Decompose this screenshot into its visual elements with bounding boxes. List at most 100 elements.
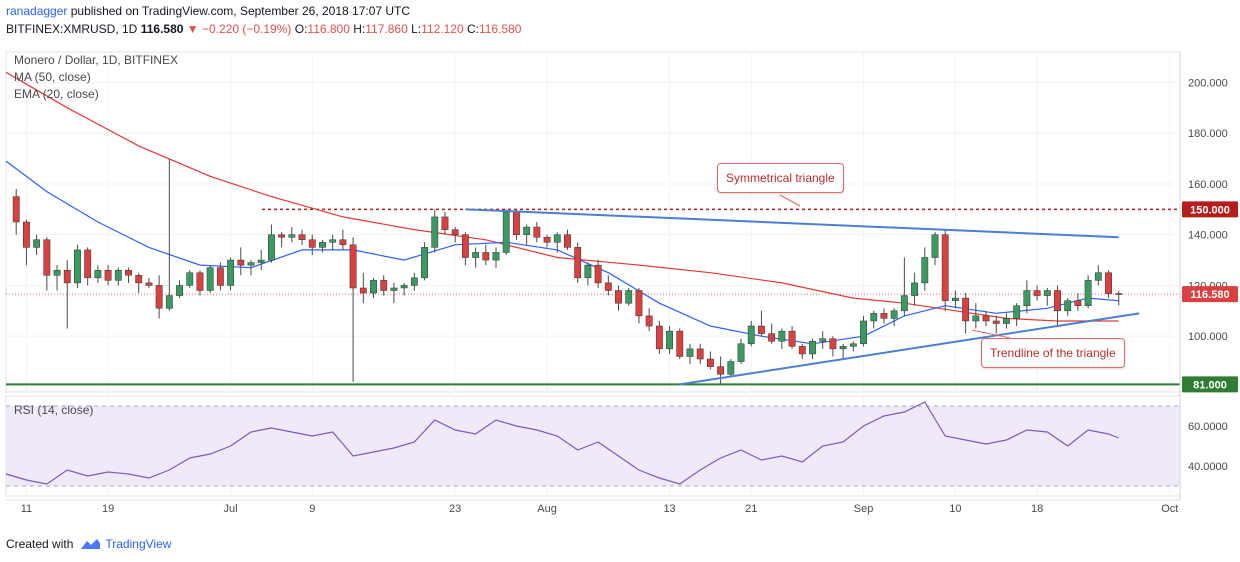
- lower-trendline: [679, 312, 1140, 386]
- high-label: H:: [353, 22, 366, 36]
- candle-body: [125, 269, 132, 276]
- candle-body: [584, 264, 592, 279]
- candle-body: [645, 315, 653, 327]
- candle-body: [410, 277, 418, 286]
- candle-body: [359, 287, 367, 294]
- rsi-legend[interactable]: RSI (14, close): [14, 403, 94, 417]
- candle-body: [523, 226, 531, 235]
- candle-body: [921, 257, 929, 284]
- candle-body: [737, 343, 745, 362]
- current-price-label: 116.580: [1190, 289, 1229, 301]
- candle-body: [216, 267, 224, 286]
- price-change: −0.220 (−0.19%): [202, 22, 292, 36]
- candle-body: [931, 234, 939, 258]
- candle-body: [308, 239, 316, 248]
- candle-body: [1033, 290, 1041, 296]
- triangle-callout-pointer: [779, 194, 801, 207]
- candle-body: [880, 313, 888, 319]
- rsi-band: [6, 406, 1180, 486]
- candle-body: [329, 239, 337, 243]
- x-tick-label: 19: [102, 503, 114, 515]
- candle-body: [247, 262, 255, 266]
- candle-body: [298, 234, 306, 241]
- tradingview-link[interactable]: TradingView: [79, 537, 171, 551]
- candle-body: [696, 348, 704, 360]
- ma-legend[interactable]: MA (50, close): [14, 70, 91, 84]
- candle-body: [155, 285, 163, 309]
- candle-body: [268, 234, 275, 261]
- candle-body: [349, 244, 357, 289]
- candle-body: [941, 234, 949, 301]
- candle-body: [53, 269, 61, 276]
- resistance-price-label: 150.000: [1190, 204, 1230, 216]
- low-value: 112.120: [421, 22, 464, 36]
- candle-body: [94, 269, 102, 279]
- x-tick-label: 18: [1031, 503, 1043, 515]
- candle-body: [900, 295, 908, 312]
- y-tick-label: 140.000: [1188, 230, 1228, 242]
- candle-body: [513, 211, 520, 235]
- candle-body: [12, 196, 20, 223]
- resistance-price-badge: [1182, 201, 1238, 218]
- rsi-tick-label: 40.0000: [1188, 461, 1228, 473]
- price-chart[interactable]: 1119Jul923Aug1321Sep1018Oct100.000120.00…: [0, 40, 1240, 535]
- candle-body: [482, 252, 490, 261]
- candle-body: [849, 343, 857, 347]
- author-link[interactable]: ranadagger: [6, 4, 68, 18]
- candle-body: [778, 330, 786, 342]
- candle-body: [74, 249, 81, 284]
- candle-body: [1105, 272, 1112, 294]
- y-tick-label: 160.000: [1188, 179, 1228, 191]
- symbol-name: BITFINEX:XMRUSD, 1D: [6, 22, 138, 36]
- chart-title: Monero / Dollar, 1D, BITFINEX: [14, 53, 179, 67]
- candle-body: [604, 282, 612, 291]
- candle-body: [176, 285, 183, 296]
- x-tick-label: 23: [449, 503, 461, 515]
- candle-body: [553, 234, 561, 243]
- high-value: 117.860: [365, 22, 408, 36]
- candle-body: [1013, 305, 1021, 319]
- candle-body: [809, 341, 816, 355]
- candle-body: [472, 252, 480, 258]
- candle-body: [63, 269, 71, 284]
- candle-body: [666, 330, 673, 350]
- x-tick-label: 11: [21, 503, 32, 515]
- candle-body: [288, 234, 296, 238]
- upper-trendline: [465, 208, 1119, 239]
- published-text: published on TradingView.com, September …: [70, 4, 411, 18]
- rsi-line: [5, 401, 1119, 485]
- down-arrow-icon: ▼: [186, 22, 199, 36]
- candle-body: [635, 290, 643, 317]
- x-tick-label: 21: [745, 503, 757, 515]
- candle-body: [1074, 300, 1082, 306]
- candle-body: [533, 226, 541, 238]
- x-tick-label: Aug: [537, 503, 557, 515]
- candle-body: [165, 295, 173, 309]
- candle-body: [839, 346, 847, 350]
- candle-body: [758, 325, 765, 334]
- candle-body: [829, 338, 837, 350]
- candle-body: [1115, 293, 1123, 295]
- ema-legend[interactable]: EMA (20, close): [14, 87, 99, 101]
- candle-body: [1064, 300, 1072, 312]
- candle-body: [400, 285, 408, 289]
- candle-body: [237, 259, 245, 266]
- candle-body: [676, 330, 684, 357]
- candle-body: [972, 315, 980, 322]
- candle-body: [370, 280, 377, 294]
- y-tick-label: 100.000: [1188, 331, 1228, 343]
- candle-body: [798, 346, 806, 355]
- candle-body: [594, 264, 602, 284]
- candle-body: [451, 229, 459, 235]
- candle-body: [206, 267, 214, 291]
- x-tick-label: 13: [663, 503, 675, 515]
- candle-body: [1043, 290, 1051, 296]
- candle-body: [747, 325, 755, 345]
- candle-body: [706, 358, 714, 367]
- footer: Created with TradingView: [6, 537, 171, 551]
- created-with-text: Created with: [6, 537, 74, 551]
- candle-body: [461, 234, 469, 258]
- candle-body: [819, 338, 827, 342]
- open-value: 116.800: [307, 22, 350, 36]
- price-pane: [5, 51, 1181, 393]
